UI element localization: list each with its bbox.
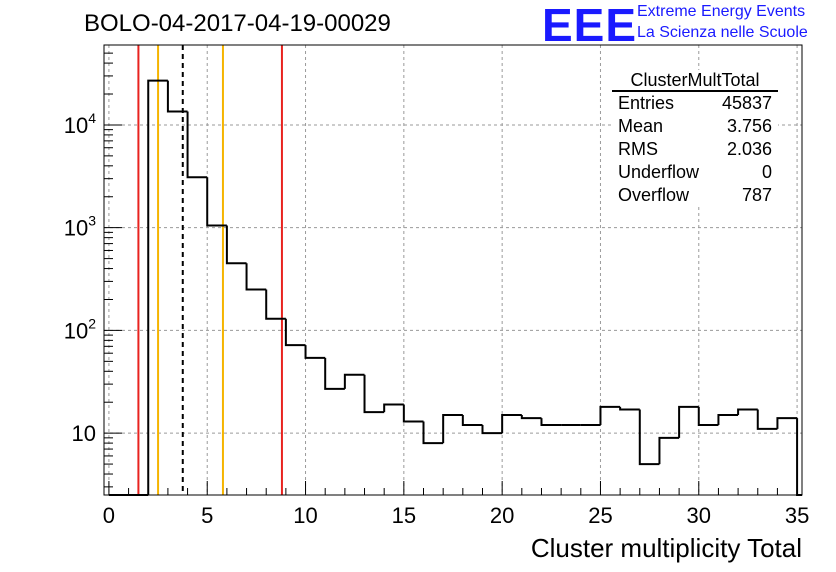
x-tick-label: 5 — [201, 503, 213, 528]
x-axis-label: Cluster multiplicity Total — [530, 533, 802, 563]
axes: 0 5 10 15 20 25 30 35 10 102 103 104 — [64, 44, 809, 528]
x-tick-label: 20 — [490, 503, 514, 528]
stats-label: Mean — [618, 116, 664, 136]
histogram-bin — [166, 80, 188, 113]
brand-line-2: La Scienza nelle Scuole — [637, 24, 808, 41]
histogram-bin — [658, 436, 680, 465]
stats-value: 787 — [741, 185, 772, 205]
histogram-bin — [402, 404, 424, 423]
plot-frame — [103, 44, 803, 496]
histogram-bin — [225, 225, 247, 265]
stats-label: Underflow — [618, 162, 700, 182]
histogram-bin — [638, 409, 660, 466]
stats-row: Entries 45837 — [612, 92, 778, 115]
stats-box: ClusterMultTotal Entries 45837 Mean 3.75… — [612, 70, 778, 207]
histogram-bin — [383, 403, 404, 413]
histogram-bin — [265, 289, 286, 320]
stats-row: Overflow 787 — [612, 184, 778, 207]
grid — [104, 45, 802, 495]
stats-value: 3.756 — [726, 116, 772, 136]
histogram-bin — [422, 421, 444, 445]
stats-value: 0 — [761, 162, 772, 182]
histogram-bin — [697, 406, 719, 427]
histogram-bin — [461, 415, 483, 427]
stats-row: Mean 3.756 — [612, 115, 778, 138]
histogram-bin — [776, 417, 798, 429]
stats-title: ClusterMultTotal — [612, 70, 778, 92]
x-tick-label: 35 — [785, 503, 809, 528]
x-tick-label: 25 — [588, 503, 612, 528]
x-tick-label: 15 — [392, 503, 416, 528]
histogram-bin — [678, 405, 699, 438]
histogram-bin — [304, 345, 326, 359]
y-tick-label: 104 — [64, 110, 96, 138]
stats-value: 45837 — [721, 93, 772, 113]
histogram-bin — [186, 111, 208, 179]
stats-label: Entries — [618, 93, 675, 113]
histogram-bin — [147, 79, 168, 495]
brand-line-1: Extreme Energy Events — [637, 3, 806, 20]
stats-row: Underflow 0 — [612, 161, 778, 184]
marker-lines — [137, 45, 283, 495]
x-tick-label: 0 — [103, 503, 115, 528]
y-tick-label: 10 — [72, 421, 96, 446]
histogram-bin — [245, 263, 267, 291]
x-tick-label: 30 — [687, 503, 711, 528]
histogram-bin — [481, 425, 503, 435]
histogram-bin — [619, 406, 640, 411]
histogram-bin — [540, 418, 562, 427]
histogram-bin — [442, 414, 463, 444]
histogram-bin — [284, 318, 306, 347]
histogram-bin — [737, 408, 758, 416]
y-tick-label: 102 — [64, 315, 96, 343]
histogram-bin — [501, 414, 522, 434]
histogram-bin — [520, 415, 542, 420]
histogram-bin — [363, 374, 385, 414]
x-tick-label: 10 — [293, 503, 317, 528]
eee-logo: EEE — [542, 0, 638, 51]
stats-row: RMS 2.036 — [612, 138, 778, 161]
stats-value: 2.036 — [726, 139, 772, 159]
stats-label: Overflow — [618, 185, 690, 205]
histogram-bin — [206, 177, 227, 227]
histogram-series — [108, 79, 802, 496]
stats-label: RMS — [618, 139, 658, 159]
histogram-bin — [324, 357, 345, 390]
histogram-bin — [756, 409, 778, 430]
y-tick-label: 103 — [64, 213, 96, 241]
histogram-bin — [717, 414, 739, 426]
histogram-bin — [343, 373, 365, 389]
chart-title: BOLO-04-2017-04-19-00029 — [84, 10, 391, 37]
histogram-bin — [796, 418, 802, 496]
histogram-bin — [599, 405, 621, 426]
